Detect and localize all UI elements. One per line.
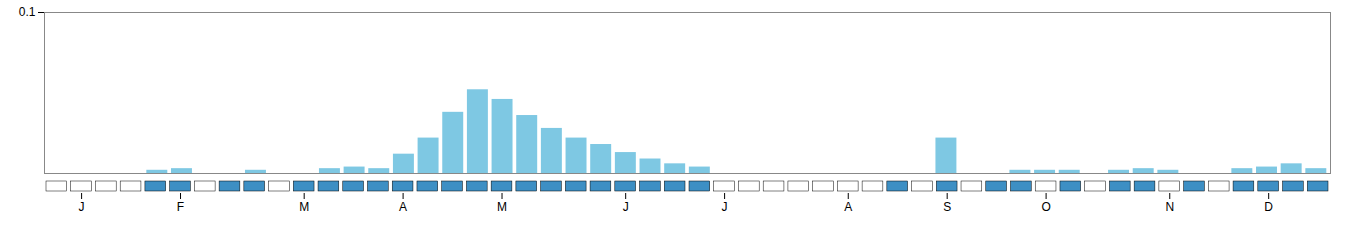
svg-text:S: S (943, 200, 951, 214)
svg-text:A: A (844, 200, 852, 214)
svg-text:M: M (497, 200, 507, 214)
svg-text:J: J (722, 200, 728, 214)
svg-text:J: J (79, 200, 85, 214)
svg-text:D: D (1264, 200, 1273, 214)
svg-text:F: F (177, 200, 184, 214)
svg-text:J: J (623, 200, 629, 214)
svg-text:0.1: 0.1 (19, 5, 36, 19)
svg-text:M: M (299, 200, 309, 214)
svg-text:N: N (1165, 200, 1174, 214)
svg-text:O: O (1041, 200, 1050, 214)
svg-text:A: A (399, 200, 407, 214)
